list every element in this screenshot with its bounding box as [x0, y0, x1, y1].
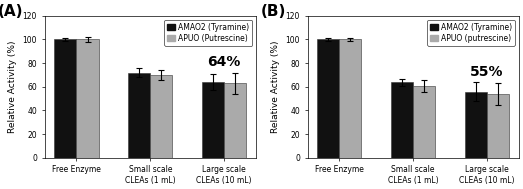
Y-axis label: Relative Activity (%): Relative Activity (%)	[271, 41, 280, 133]
Bar	[339, 40, 361, 158]
Y-axis label: Relative Activity (%): Relative Activity (%)	[8, 41, 17, 133]
Text: 64%: 64%	[208, 55, 241, 69]
Bar	[202, 82, 224, 158]
Bar	[150, 75, 173, 158]
Bar	[224, 83, 246, 158]
Bar	[391, 82, 413, 158]
Bar	[413, 86, 435, 158]
Bar	[128, 73, 150, 158]
Legend: AMAO2 (Tyramine), APUO (Putrescine): AMAO2 (Tyramine), APUO (Putrescine)	[164, 20, 252, 46]
Legend: AMAO2 (Tyramine), APUO (putrescine): AMAO2 (Tyramine), APUO (putrescine)	[427, 20, 515, 46]
Bar	[76, 40, 99, 158]
Bar	[487, 94, 509, 158]
Text: 55%: 55%	[470, 64, 504, 78]
Text: (B): (B)	[261, 5, 287, 19]
Bar	[54, 40, 76, 158]
Bar	[317, 40, 339, 158]
Bar	[465, 91, 487, 158]
Text: (A): (A)	[0, 5, 24, 19]
